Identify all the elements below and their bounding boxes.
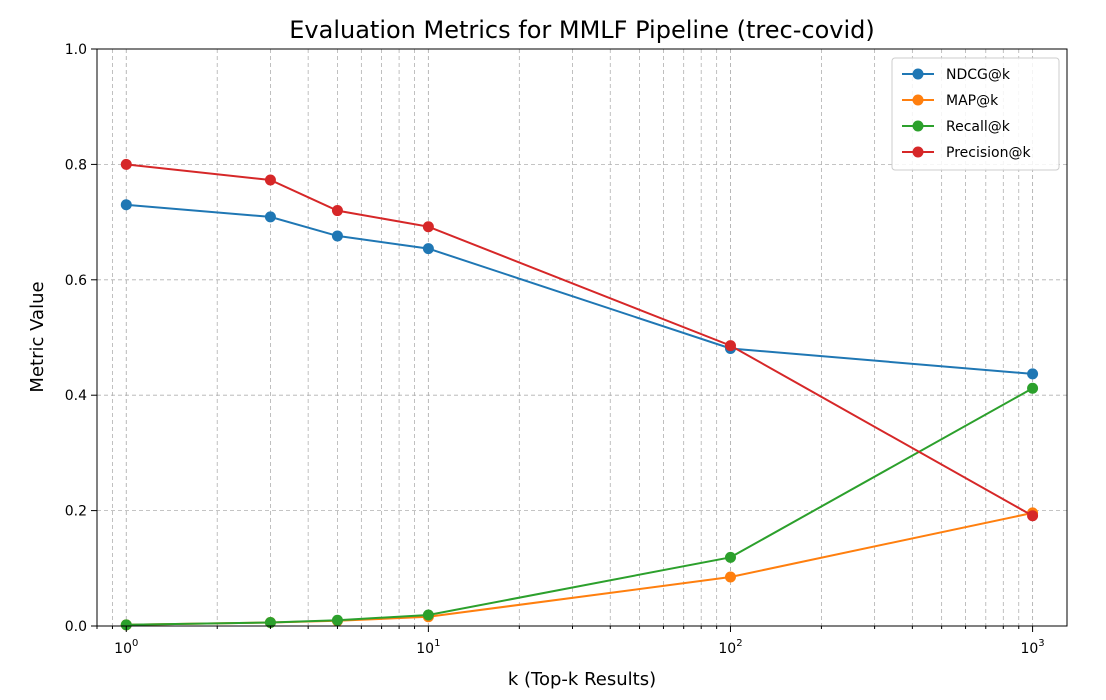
series-line-2 <box>126 387 1034 626</box>
data-point <box>422 609 434 621</box>
data-point <box>120 199 132 211</box>
series-line-3 <box>126 163 1034 517</box>
data-point <box>724 551 736 563</box>
data-point <box>331 205 343 217</box>
x-tick-label: 100 <box>114 638 138 657</box>
y-tick-label: 0.2 <box>65 504 87 520</box>
data-point <box>1027 382 1039 394</box>
series-layer <box>120 158 1039 631</box>
data-point <box>264 211 276 223</box>
x-tick-label: 103 <box>1020 638 1044 657</box>
data-point <box>422 221 434 233</box>
chart-title: Evaluation Metrics for MMLF Pipeline (tr… <box>289 16 875 44</box>
data-point <box>120 158 132 170</box>
data-point <box>724 571 736 583</box>
y-tick-label: 0.0 <box>65 619 87 635</box>
x-tick-label: 101 <box>416 638 440 657</box>
legend-marker <box>912 146 924 158</box>
legend-box <box>891 57 1060 171</box>
data-point <box>422 243 434 255</box>
axis-ticks: 0.0 0.2 0.4 0.6 0.8 1.0 100 101 102 103 <box>65 42 1045 657</box>
y-tick-label: 0.4 <box>65 388 87 404</box>
legend-item: NDCG@k <box>902 67 1011 83</box>
legend: NDCG@k MAP@k Recall@k Precision@k <box>891 57 1060 171</box>
legend-marker <box>912 68 924 80</box>
plot-frame <box>96 48 1068 627</box>
legend-marker <box>912 120 924 132</box>
legend-label: Precision@k <box>946 145 1031 161</box>
series-line-0 <box>126 203 1033 375</box>
y-tick-label: 0.6 <box>65 273 87 289</box>
y-tick-label: 0.8 <box>65 157 87 173</box>
x-tick-label: 102 <box>718 638 742 657</box>
data-point <box>724 340 736 352</box>
y-tick-label: 1.0 <box>65 42 87 58</box>
y-axis-label: Metric Value <box>27 281 48 392</box>
legend-label: Recall@k <box>946 119 1011 135</box>
legend-item: Recall@k <box>902 119 1011 135</box>
data-point <box>120 619 132 631</box>
data-point <box>1027 368 1039 380</box>
legend-label: NDCG@k <box>946 67 1011 83</box>
data-point <box>264 617 276 629</box>
legend-item: MAP@k <box>902 93 999 109</box>
data-point <box>1027 510 1039 522</box>
data-point <box>264 174 276 186</box>
data-point <box>331 230 343 242</box>
x-axis-label: k (Top-k Results) <box>508 669 656 690</box>
data-point <box>331 614 343 626</box>
series-line-1 <box>126 511 1033 626</box>
legend-label: MAP@k <box>946 93 999 109</box>
legend-item: Precision@k <box>902 145 1031 161</box>
legend-marker <box>912 94 924 106</box>
